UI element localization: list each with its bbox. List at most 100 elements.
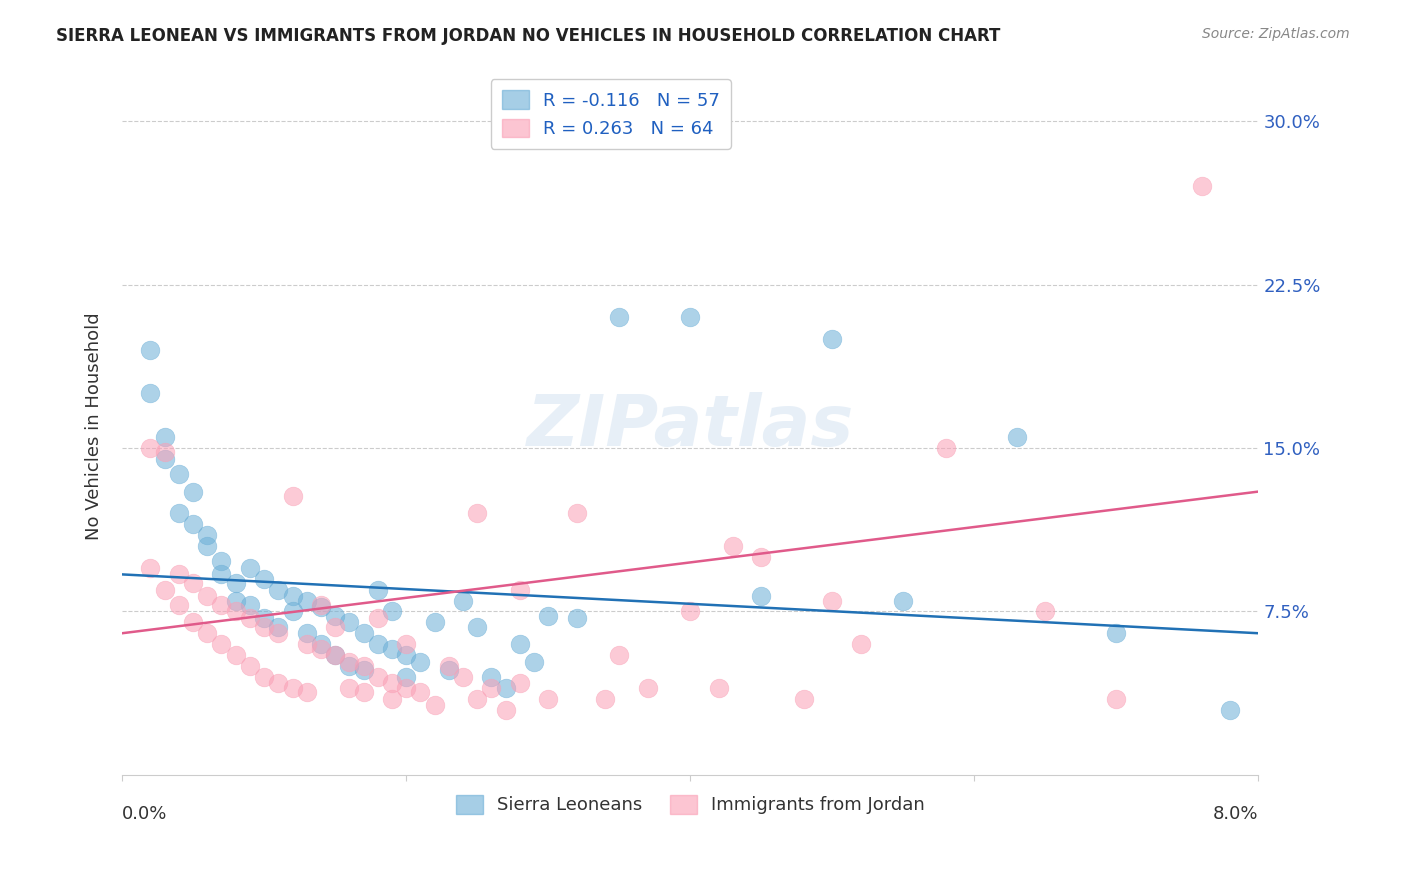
- Point: [465, 507, 488, 521]
- Point: [451, 670, 474, 684]
- Point: [211, 598, 233, 612]
- Point: [225, 648, 247, 662]
- Point: [309, 641, 332, 656]
- Point: [353, 685, 375, 699]
- Point: [821, 593, 844, 607]
- Point: [821, 332, 844, 346]
- Point: [267, 676, 290, 690]
- Point: [267, 620, 290, 634]
- Point: [479, 670, 502, 684]
- Point: [295, 593, 318, 607]
- Point: [607, 310, 630, 325]
- Point: [793, 691, 815, 706]
- Point: [479, 681, 502, 695]
- Point: [253, 611, 276, 625]
- Point: [167, 567, 190, 582]
- Point: [1219, 702, 1241, 716]
- Text: 8.0%: 8.0%: [1213, 805, 1258, 823]
- Point: [409, 655, 432, 669]
- Point: [509, 637, 531, 651]
- Point: [637, 681, 659, 695]
- Point: [593, 691, 616, 706]
- Point: [537, 691, 560, 706]
- Point: [353, 659, 375, 673]
- Point: [139, 343, 162, 357]
- Point: [239, 561, 262, 575]
- Point: [253, 572, 276, 586]
- Point: [465, 620, 488, 634]
- Point: [295, 685, 318, 699]
- Point: [607, 648, 630, 662]
- Point: [167, 467, 190, 482]
- Point: [181, 517, 204, 532]
- Point: [323, 648, 346, 662]
- Point: [309, 637, 332, 651]
- Point: [211, 637, 233, 651]
- Text: 0.0%: 0.0%: [122, 805, 167, 823]
- Point: [437, 659, 460, 673]
- Point: [295, 626, 318, 640]
- Point: [395, 681, 418, 695]
- Point: [749, 589, 772, 603]
- Point: [337, 659, 360, 673]
- Point: [195, 539, 218, 553]
- Point: [437, 663, 460, 677]
- Point: [367, 637, 389, 651]
- Point: [153, 582, 176, 597]
- Point: [253, 620, 276, 634]
- Point: [139, 441, 162, 455]
- Text: Source: ZipAtlas.com: Source: ZipAtlas.com: [1202, 27, 1350, 41]
- Point: [211, 554, 233, 568]
- Point: [509, 676, 531, 690]
- Point: [309, 598, 332, 612]
- Point: [195, 589, 218, 603]
- Point: [181, 484, 204, 499]
- Point: [281, 589, 304, 603]
- Point: [537, 608, 560, 623]
- Point: [749, 549, 772, 564]
- Point: [211, 567, 233, 582]
- Point: [267, 626, 290, 640]
- Point: [721, 539, 744, 553]
- Point: [509, 582, 531, 597]
- Point: [153, 451, 176, 466]
- Point: [1105, 626, 1128, 640]
- Point: [309, 600, 332, 615]
- Point: [239, 659, 262, 673]
- Point: [1105, 691, 1128, 706]
- Point: [337, 615, 360, 630]
- Point: [565, 611, 588, 625]
- Y-axis label: No Vehicles in Household: No Vehicles in Household: [86, 312, 103, 540]
- Point: [381, 604, 404, 618]
- Point: [367, 611, 389, 625]
- Point: [195, 626, 218, 640]
- Point: [353, 663, 375, 677]
- Legend: Sierra Leoneans, Immigrants from Jordan: Sierra Leoneans, Immigrants from Jordan: [449, 788, 932, 822]
- Point: [267, 582, 290, 597]
- Point: [167, 598, 190, 612]
- Point: [167, 507, 190, 521]
- Point: [381, 676, 404, 690]
- Point: [891, 593, 914, 607]
- Point: [281, 604, 304, 618]
- Point: [1191, 179, 1213, 194]
- Point: [337, 681, 360, 695]
- Point: [465, 691, 488, 706]
- Point: [495, 702, 517, 716]
- Point: [707, 681, 730, 695]
- Point: [195, 528, 218, 542]
- Text: ZIPatlas: ZIPatlas: [527, 392, 853, 460]
- Point: [225, 576, 247, 591]
- Point: [153, 430, 176, 444]
- Point: [239, 598, 262, 612]
- Point: [153, 445, 176, 459]
- Point: [281, 681, 304, 695]
- Point: [395, 670, 418, 684]
- Point: [381, 691, 404, 706]
- Point: [395, 648, 418, 662]
- Point: [323, 608, 346, 623]
- Point: [225, 593, 247, 607]
- Point: [337, 655, 360, 669]
- Point: [395, 637, 418, 651]
- Point: [367, 582, 389, 597]
